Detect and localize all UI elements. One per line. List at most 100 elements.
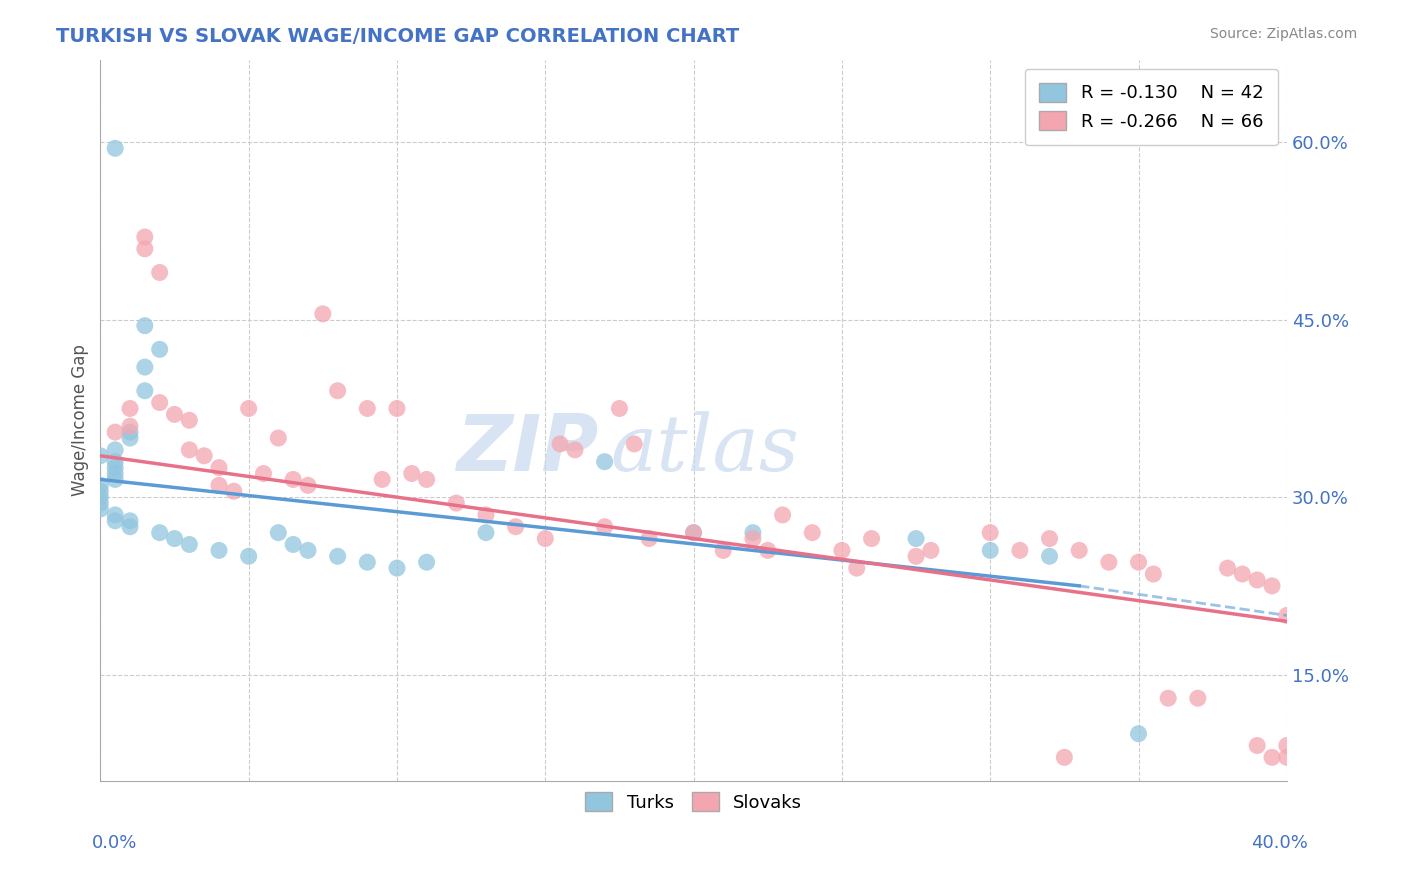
Point — [446, 496, 468, 510]
Point — [920, 543, 942, 558]
Point — [179, 413, 201, 427]
Point — [297, 543, 319, 558]
Point — [163, 532, 186, 546]
Point — [252, 467, 274, 481]
Point — [1008, 543, 1031, 558]
Point — [118, 425, 141, 439]
Point — [104, 514, 127, 528]
Point — [89, 496, 111, 510]
Point — [118, 431, 141, 445]
Point — [609, 401, 631, 416]
Point — [1246, 739, 1268, 753]
Point — [134, 242, 156, 256]
Point — [326, 384, 349, 398]
Point — [415, 555, 437, 569]
Point — [401, 467, 423, 481]
Point — [104, 455, 127, 469]
Point — [979, 543, 1001, 558]
Point — [860, 532, 883, 546]
Point — [845, 561, 868, 575]
Point — [564, 442, 586, 457]
Point — [505, 520, 527, 534]
Text: Source: ZipAtlas.com: Source: ZipAtlas.com — [1209, 27, 1357, 41]
Point — [326, 549, 349, 564]
Point — [1216, 561, 1239, 575]
Point — [193, 449, 215, 463]
Point — [89, 490, 111, 504]
Point — [756, 543, 779, 558]
Point — [222, 484, 245, 499]
Point — [179, 537, 201, 551]
Point — [208, 543, 231, 558]
Point — [89, 502, 111, 516]
Point — [415, 472, 437, 486]
Point — [267, 525, 290, 540]
Point — [1275, 750, 1298, 764]
Point — [208, 460, 231, 475]
Point — [89, 478, 111, 492]
Point — [1157, 691, 1180, 706]
Point — [742, 532, 765, 546]
Point — [104, 425, 127, 439]
Point — [772, 508, 794, 522]
Point — [104, 442, 127, 457]
Point — [118, 401, 141, 416]
Y-axis label: Wage/Income Gap: Wage/Income Gap — [72, 344, 89, 496]
Point — [801, 525, 824, 540]
Point — [711, 543, 734, 558]
Point — [89, 449, 111, 463]
Point — [905, 549, 928, 564]
Text: TURKISH VS SLOVAK WAGE/INCOME GAP CORRELATION CHART: TURKISH VS SLOVAK WAGE/INCOME GAP CORREL… — [56, 27, 740, 45]
Point — [1038, 532, 1060, 546]
Point — [682, 525, 704, 540]
Point — [118, 520, 141, 534]
Point — [118, 419, 141, 434]
Point — [1187, 691, 1209, 706]
Point — [593, 520, 616, 534]
Point — [149, 343, 172, 357]
Point — [371, 472, 394, 486]
Point — [104, 141, 127, 155]
Point — [979, 525, 1001, 540]
Point — [283, 537, 305, 551]
Point — [89, 484, 111, 499]
Point — [104, 472, 127, 486]
Point — [134, 230, 156, 244]
Point — [623, 437, 645, 451]
Point — [104, 460, 127, 475]
Point — [593, 455, 616, 469]
Point — [742, 525, 765, 540]
Point — [1128, 727, 1150, 741]
Point — [163, 408, 186, 422]
Point — [118, 514, 141, 528]
Point — [1128, 555, 1150, 569]
Text: atlas: atlas — [610, 411, 799, 487]
Text: 0.0%: 0.0% — [91, 834, 136, 852]
Point — [1275, 608, 1298, 623]
Point — [1053, 750, 1076, 764]
Point — [1142, 567, 1164, 582]
Point — [208, 478, 231, 492]
Legend: Turks, Slovaks: Turks, Slovaks — [571, 778, 817, 826]
Point — [475, 525, 498, 540]
Text: ZIP: ZIP — [457, 411, 599, 487]
Point — [1246, 573, 1268, 587]
Point — [385, 561, 408, 575]
Point — [682, 525, 704, 540]
Point — [134, 384, 156, 398]
Point — [1275, 739, 1298, 753]
Point — [1069, 543, 1091, 558]
Point — [179, 442, 201, 457]
Point — [104, 467, 127, 481]
Point — [1098, 555, 1121, 569]
Point — [831, 543, 853, 558]
Point — [356, 401, 378, 416]
Point — [149, 395, 172, 409]
Point — [238, 401, 260, 416]
Point — [638, 532, 661, 546]
Point — [356, 555, 378, 569]
Point — [149, 265, 172, 279]
Point — [475, 508, 498, 522]
Text: 40.0%: 40.0% — [1251, 834, 1308, 852]
Point — [905, 532, 928, 546]
